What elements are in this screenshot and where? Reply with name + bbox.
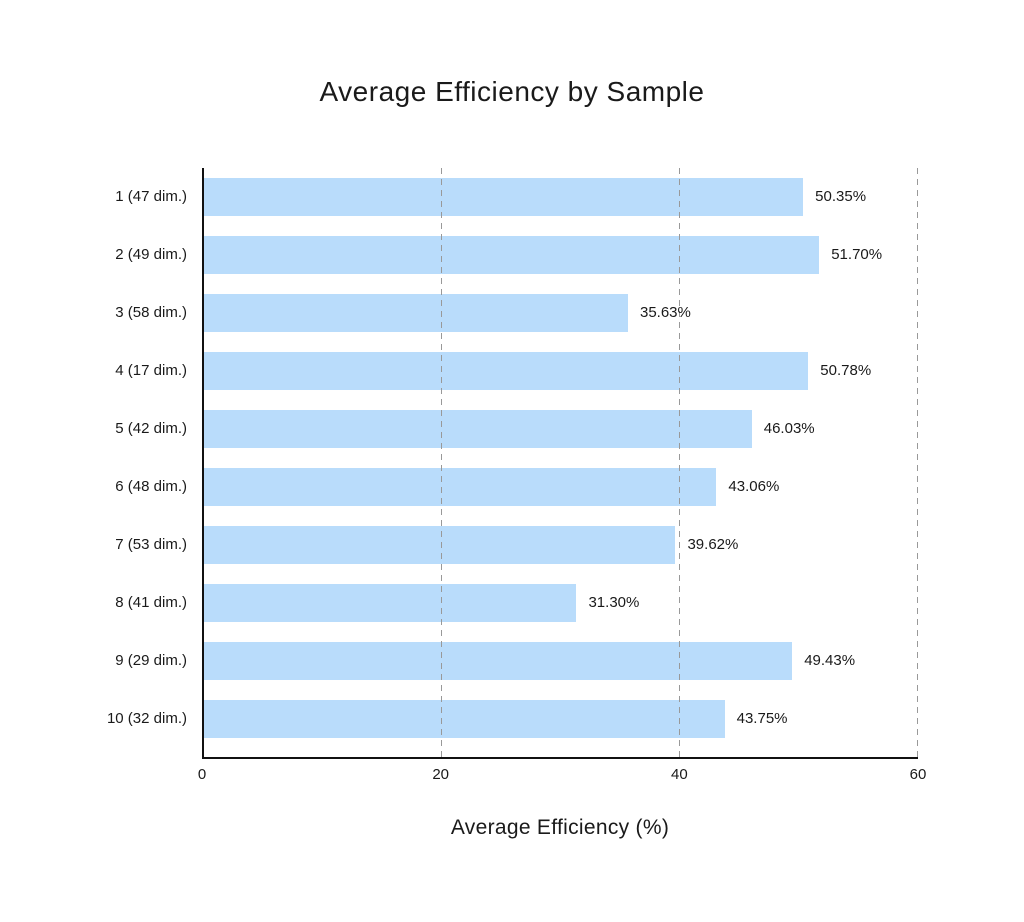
bar [204, 526, 676, 564]
bar-value-label: 31.30% [588, 594, 640, 611]
x-tick-label: 20 [432, 766, 449, 783]
y-category-label: 2 (49 dim.) [115, 246, 187, 263]
bar-row: 50.78% [204, 342, 918, 400]
y-category-label: 5 (42 dim.) [115, 420, 187, 437]
y-category-label: 1 (47 dim.) [115, 188, 187, 205]
x-tick-label: 0 [197, 766, 207, 783]
bar-value-label: 50.78% [820, 362, 872, 379]
y-category-label: 4 (17 dim.) [115, 362, 187, 379]
bar-row: 49.43% [204, 632, 918, 690]
bar [204, 642, 793, 680]
gridline [440, 168, 442, 757]
bar [204, 584, 577, 622]
plot-area: 50.35% 51.70% 35.63% 50.78% 46.03% 43.06% 39.6… [202, 168, 918, 759]
y-category-label: 6 (48 dim.) [115, 478, 187, 495]
bar-value-label: 46.03% [763, 420, 815, 437]
bar-value-label: 43.75% [736, 710, 788, 727]
bar-row: 46.03% [204, 400, 918, 458]
bar-value-label: 43.06% [728, 478, 780, 495]
x-tick-label: 60 [909, 766, 927, 783]
bar-row: 31.30% [204, 574, 918, 632]
x-axis-tick-labels: 0 20 40 60 [198, 766, 927, 788]
bar [204, 236, 820, 274]
bar-value-label: 39.62% [687, 536, 739, 553]
bar-row: 43.75% [204, 690, 918, 748]
bar-row: 35.63% [204, 284, 918, 342]
bar [204, 178, 804, 216]
y-category-label: 3 (58 dim.) [115, 304, 187, 321]
y-axis-category-labels: 1 (47 dim.) 2 (49 dim.) 3 (58 dim.) 4 (17 d… [0, 168, 187, 759]
bar-row: 51.70% [204, 226, 918, 284]
bar [204, 352, 809, 390]
y-category-label: 7 (53 dim.) [115, 536, 187, 553]
bar-value-label: 35.63% [639, 304, 691, 321]
x-tick-label: 40 [670, 766, 688, 783]
bar-row: 50.35% [204, 168, 918, 226]
chart-title: Average Efficiency by Sample [319, 76, 705, 107]
bar [204, 700, 725, 738]
bar [204, 294, 628, 332]
bar-value-label: 49.43% [804, 652, 856, 669]
bar-value-label: 50.35% [815, 188, 867, 205]
bar-row: 43.06% [204, 458, 918, 516]
bar [204, 410, 752, 448]
y-category-label: 8 (41 dim.) [115, 594, 187, 611]
bar-row: 39.62% [204, 516, 918, 574]
y-category-label: 9 (29 dim.) [115, 652, 187, 669]
bar [204, 468, 717, 506]
gridline [917, 168, 918, 757]
bar-value-label: 51.70% [831, 246, 883, 263]
x-axis-label: Average Efficiency (%) [450, 816, 670, 839]
y-category-label: 10 (32 dim.) [106, 710, 187, 727]
gridline [678, 168, 680, 757]
